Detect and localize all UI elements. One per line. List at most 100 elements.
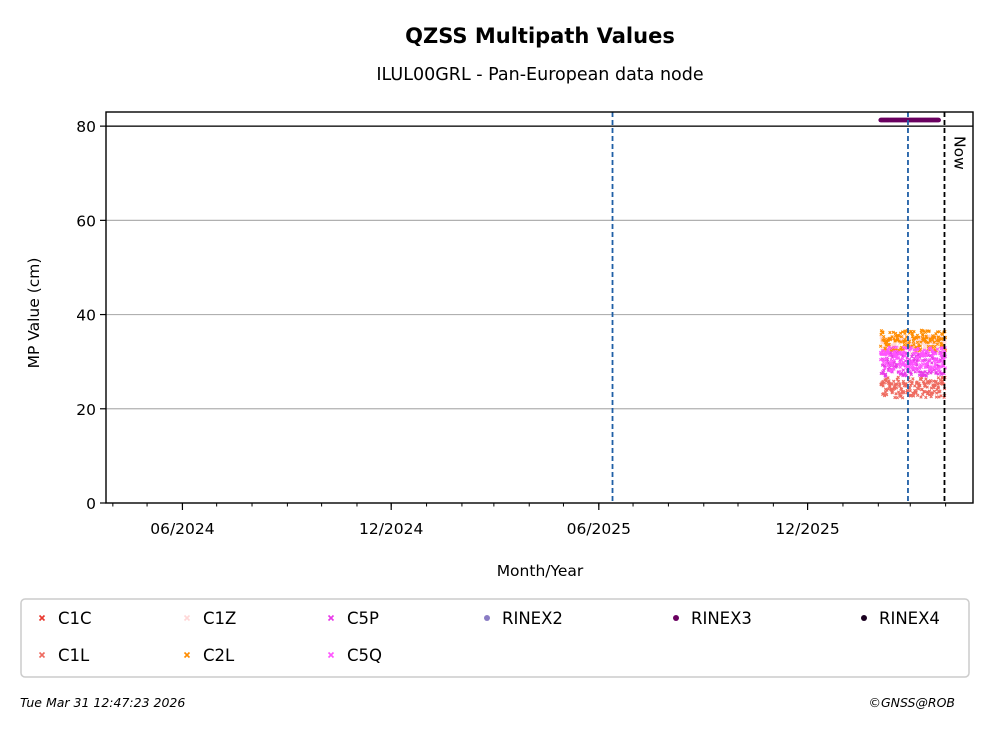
data-point-c1l <box>910 381 914 386</box>
legend-label-rinex2: RINEX2 <box>502 609 563 628</box>
data-point-c1l <box>934 379 938 384</box>
data-point-c1l <box>920 376 924 380</box>
data-point-c2l <box>932 335 936 339</box>
legend-label-c2l: C2L <box>203 646 235 665</box>
data-point-c1z <box>893 342 897 346</box>
data-point-c5p <box>910 354 914 359</box>
data-point-c5q <box>935 347 940 351</box>
data-point-c1l <box>904 382 908 386</box>
data-point-c1l <box>936 385 940 389</box>
data-point-c1l <box>933 384 937 388</box>
x-tick-label: 06/2024 <box>150 520 214 538</box>
data-point-c2l <box>903 329 907 333</box>
data-point-c2l <box>915 340 920 344</box>
legend-marker-c1z <box>183 614 191 622</box>
data-point-c5q <box>901 345 906 350</box>
legend-label-c5p: C5P <box>347 609 379 628</box>
data-point-c1l <box>923 384 927 389</box>
data-point-c5q <box>928 358 932 363</box>
data-point-c5p <box>924 358 928 362</box>
data-point-c5q <box>907 364 912 369</box>
data-point-c5p <box>939 372 943 376</box>
data-point-c5q <box>915 368 919 373</box>
data-point-c2l <box>881 330 885 335</box>
data-point-c5q <box>882 349 886 353</box>
data-point-c2l <box>917 335 921 339</box>
data-point-c5q <box>934 352 938 356</box>
data-point-c5q <box>888 346 893 351</box>
data-point-c2l <box>891 330 895 334</box>
legend-marker-rinex2 <box>484 615 490 621</box>
data-point-c1l <box>902 390 906 395</box>
data-point-c2l <box>928 339 932 343</box>
grid-lines <box>106 125 973 410</box>
legend-label-c5q: C5Q <box>347 646 382 665</box>
data-point-c5q <box>925 349 930 353</box>
data-point-c5q <box>930 366 934 370</box>
data-point-c5p <box>883 372 888 377</box>
data-point-c1l <box>897 384 902 388</box>
footer-credit: ©GNSS@ROB <box>868 695 955 710</box>
data-point-c2l <box>904 339 908 343</box>
y-tick-label: 0 <box>86 495 96 513</box>
legend-marker-c1c <box>38 614 46 622</box>
data-point-c1l <box>881 384 885 388</box>
data-point-c1l <box>889 387 893 391</box>
data-point-c2l <box>935 342 940 346</box>
data-point-c1l <box>924 395 928 400</box>
data-point-c2l <box>893 338 897 343</box>
data-point-c5q <box>902 351 906 355</box>
data-point-c1l <box>882 393 887 398</box>
data-point-c5p <box>901 368 906 372</box>
data-point-c1l <box>931 379 936 383</box>
data-point-c5q <box>884 361 888 365</box>
data-point-c5q <box>901 360 906 365</box>
data-point-c1l <box>896 390 901 394</box>
data-point-c2l <box>900 330 905 334</box>
data-point-c5p <box>924 374 929 378</box>
footer-timestamp: Tue Mar 31 12:47:23 2026 <box>20 695 186 710</box>
data-point-c5q <box>894 349 899 353</box>
data-point-c5q <box>883 366 887 370</box>
data-point-c5p <box>909 372 913 377</box>
data-point-c5q <box>897 352 901 356</box>
data-point-c1l <box>919 395 923 399</box>
legend-marker-c2l <box>183 651 191 659</box>
data-point-c2l <box>941 332 945 337</box>
data-point-c5q <box>916 355 920 359</box>
legend-marker-c1l <box>38 651 46 659</box>
data-point-c2l <box>888 330 892 335</box>
data-point-c1l <box>914 390 918 395</box>
data-point-c1l <box>937 395 941 399</box>
data-point-c5q <box>881 360 886 365</box>
data-point-c5q <box>929 346 933 350</box>
data-point-c1l <box>940 379 945 384</box>
data-point-c5p <box>915 363 919 367</box>
legend-label-c1c: C1C <box>58 609 92 628</box>
data-point-c2l <box>932 344 937 349</box>
data-point-c1l <box>908 389 912 393</box>
data-point-c5q <box>883 357 888 361</box>
vertical-markers: Now <box>611 112 968 503</box>
data-point-c5q <box>886 351 891 356</box>
plot-frame <box>105 111 974 504</box>
data-point-c1l <box>939 394 943 398</box>
data-point-c1l <box>909 383 913 388</box>
data-point-c1l <box>890 390 895 394</box>
data-point-c1l <box>892 379 896 383</box>
data-point-c1z <box>908 337 912 341</box>
data-point-c1l <box>918 383 922 387</box>
data-point-c5q <box>892 349 896 354</box>
chart-title: QZSS Multipath Values <box>405 24 675 48</box>
data-point-c2l <box>925 336 929 340</box>
data-point-c1l <box>887 379 891 383</box>
data-point-c1l <box>917 381 921 386</box>
data-point-c5q <box>914 351 919 355</box>
legend-marker-c5p <box>327 614 335 622</box>
data-point-c1l <box>900 396 905 400</box>
legend-label-c1l: C1L <box>58 646 90 665</box>
data-point-c5q <box>938 351 943 356</box>
data-point-c2l <box>878 344 883 348</box>
data-point-c5q <box>923 365 927 370</box>
